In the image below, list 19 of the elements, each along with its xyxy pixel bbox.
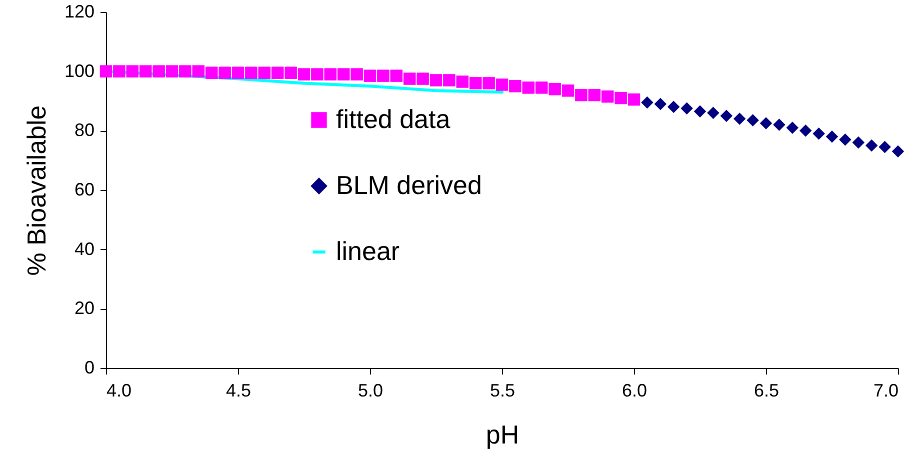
y-tick-label: 40 xyxy=(74,238,94,259)
y-tick-label: 20 xyxy=(74,298,94,318)
x-tick-label: 4.0 xyxy=(106,380,132,400)
x-tick-label: 6.5 xyxy=(754,380,780,400)
y-tick-label: 80 xyxy=(74,120,94,140)
y-axis-title: % Bioavailable xyxy=(21,105,52,276)
x-axis-title: pH xyxy=(486,420,520,450)
y-tick-label: 0 xyxy=(84,358,94,378)
legend-label: linear xyxy=(336,236,400,266)
y-tick-label: 60 xyxy=(74,180,94,200)
x-tick-label: 5.5 xyxy=(490,380,516,400)
legend-label: BLM derived xyxy=(336,170,482,200)
y-tick-label: 100 xyxy=(64,60,94,81)
x-tick-label: 6.0 xyxy=(622,380,648,400)
y-tick-label: 120 xyxy=(64,2,94,22)
legend-label: fitted data xyxy=(336,104,451,134)
x-tick-label: 7.0 xyxy=(873,380,898,400)
x-tick-label: 5.0 xyxy=(358,380,384,400)
x-tick-label: 4.5 xyxy=(226,380,252,400)
